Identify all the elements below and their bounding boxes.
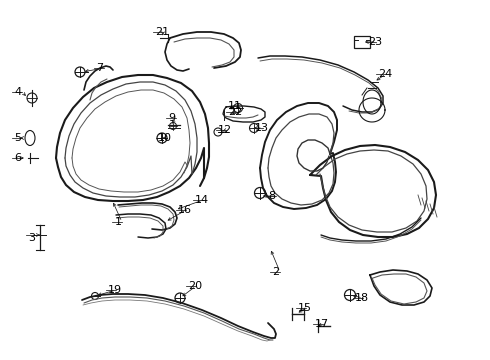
Text: 20: 20 <box>188 281 202 291</box>
Text: 6: 6 <box>14 153 21 163</box>
Text: 11: 11 <box>228 101 242 111</box>
Text: 5: 5 <box>14 133 21 143</box>
Text: 22: 22 <box>228 107 242 117</box>
Text: 17: 17 <box>315 319 329 329</box>
Text: 1: 1 <box>115 217 122 227</box>
Text: 18: 18 <box>355 293 369 303</box>
Text: 2: 2 <box>272 267 279 277</box>
Text: 14: 14 <box>195 195 209 205</box>
Text: 21: 21 <box>155 27 169 37</box>
Text: 24: 24 <box>378 69 392 79</box>
Text: 19: 19 <box>108 285 122 295</box>
Text: 9: 9 <box>168 113 175 123</box>
Text: 15: 15 <box>298 303 312 313</box>
Text: 3: 3 <box>28 233 35 243</box>
Text: 8: 8 <box>268 191 275 201</box>
Text: 16: 16 <box>178 205 192 215</box>
Text: 13: 13 <box>255 123 269 133</box>
Text: 7: 7 <box>96 63 103 73</box>
Text: 10: 10 <box>158 133 172 143</box>
Text: 23: 23 <box>368 37 382 47</box>
Text: 12: 12 <box>218 125 232 135</box>
Bar <box>354 36 370 48</box>
Text: 4: 4 <box>14 87 21 97</box>
